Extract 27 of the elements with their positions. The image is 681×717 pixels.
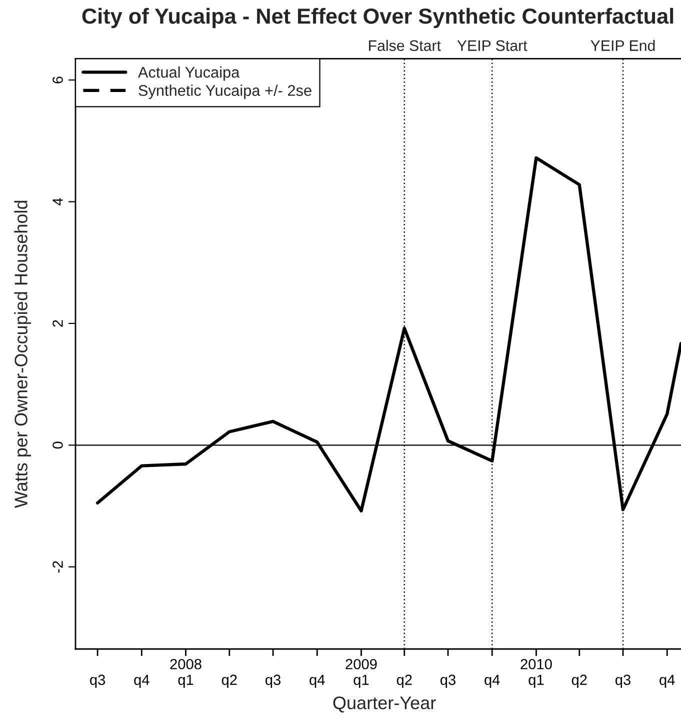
x-tick-label: q4 — [484, 674, 500, 688]
x-tick-label: 2010 q1 — [520, 658, 552, 688]
ref-line-label: False Start — [369, 40, 441, 51]
x-axis-title: Quarter-Year — [333, 696, 436, 712]
x-tick-label: q2 — [396, 674, 412, 688]
y-tick-label: -2 — [52, 561, 63, 573]
legend-label: Synthetic Yucaipa +/- 2se — [138, 84, 312, 100]
legend-label: Actual Yucaipa — [138, 66, 240, 81]
y-tick-label: 4 — [52, 198, 63, 206]
x-tick-label: q3 — [440, 674, 456, 688]
x-tick-label: q4 — [660, 674, 675, 688]
ref-line-label: YEIP End — [590, 40, 655, 51]
x-tick-label: q2 — [222, 674, 237, 688]
x-tick-label: 2009 q1 — [346, 658, 377, 688]
chart-title: City of Yucaipa - Net Effect Over Synthetic Counterfactual — [82, 8, 674, 28]
x-tick-label: q3 — [90, 674, 106, 688]
x-tick-label: q3 — [266, 674, 280, 688]
x-tick-label: q4 — [310, 674, 325, 688]
y-axis-title: Watts per Owner-Occupied Household — [14, 200, 31, 508]
x-tick-label: q2 — [572, 674, 587, 688]
ref-line-label: YEIP Start — [457, 40, 528, 51]
x-tick-label: q3 — [615, 674, 630, 688]
y-tick-label: 0 — [52, 442, 63, 449]
y-tick-label: 6 — [52, 76, 63, 84]
x-tick-label: 2008 q1 — [170, 658, 202, 688]
x-tick-label: q4 — [134, 674, 150, 688]
y-tick-label: 2 — [52, 320, 63, 327]
